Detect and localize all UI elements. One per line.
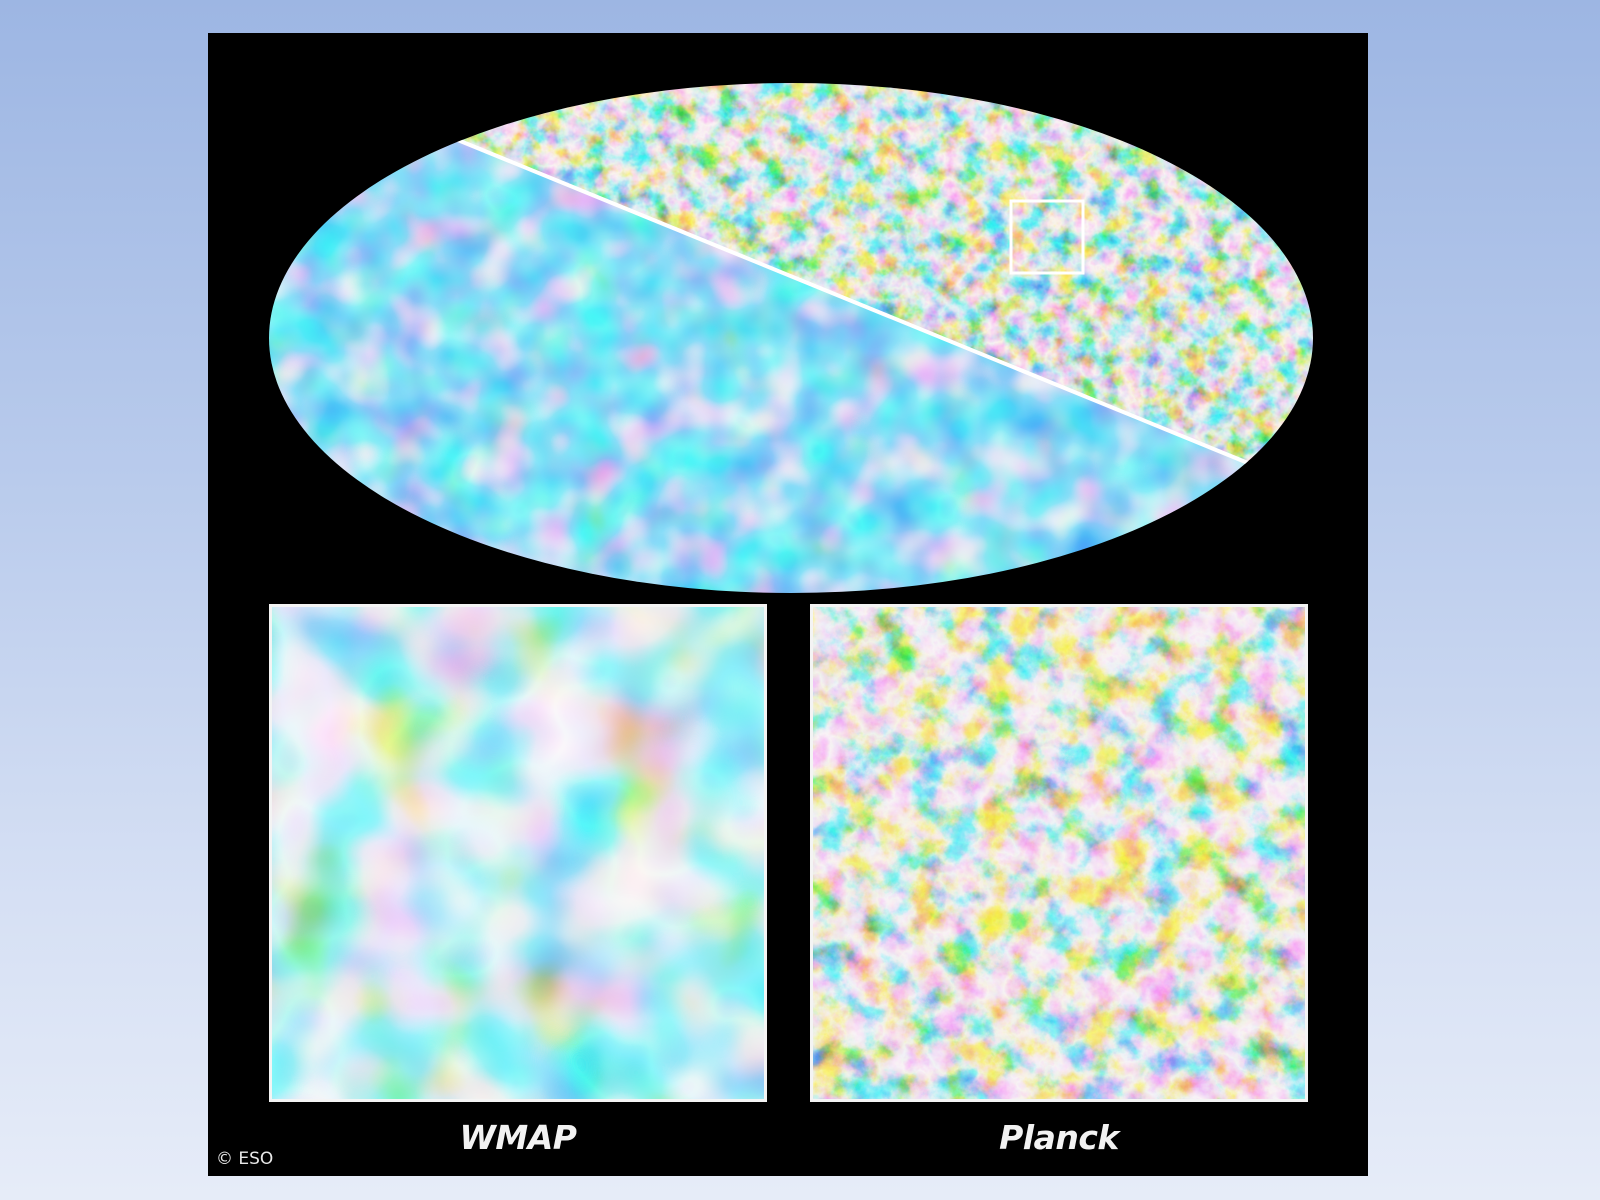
credit-text: © ESO (216, 1149, 274, 1169)
divider-line (425, 125, 1313, 510)
planck-zoom-panel (810, 604, 1308, 1102)
wmap-zoom-panel (269, 604, 767, 1102)
planck-caption: Planck (999, 1118, 1119, 1157)
all-sky-map (269, 83, 1313, 593)
wmap-zoom-image (272, 607, 764, 1099)
zoom-region-box (1009, 199, 1085, 275)
wmap-caption: WMAP (459, 1118, 577, 1157)
figure-frame: WMAP Planck © ESO (208, 33, 1368, 1176)
planck-zoom-image (813, 607, 1305, 1099)
